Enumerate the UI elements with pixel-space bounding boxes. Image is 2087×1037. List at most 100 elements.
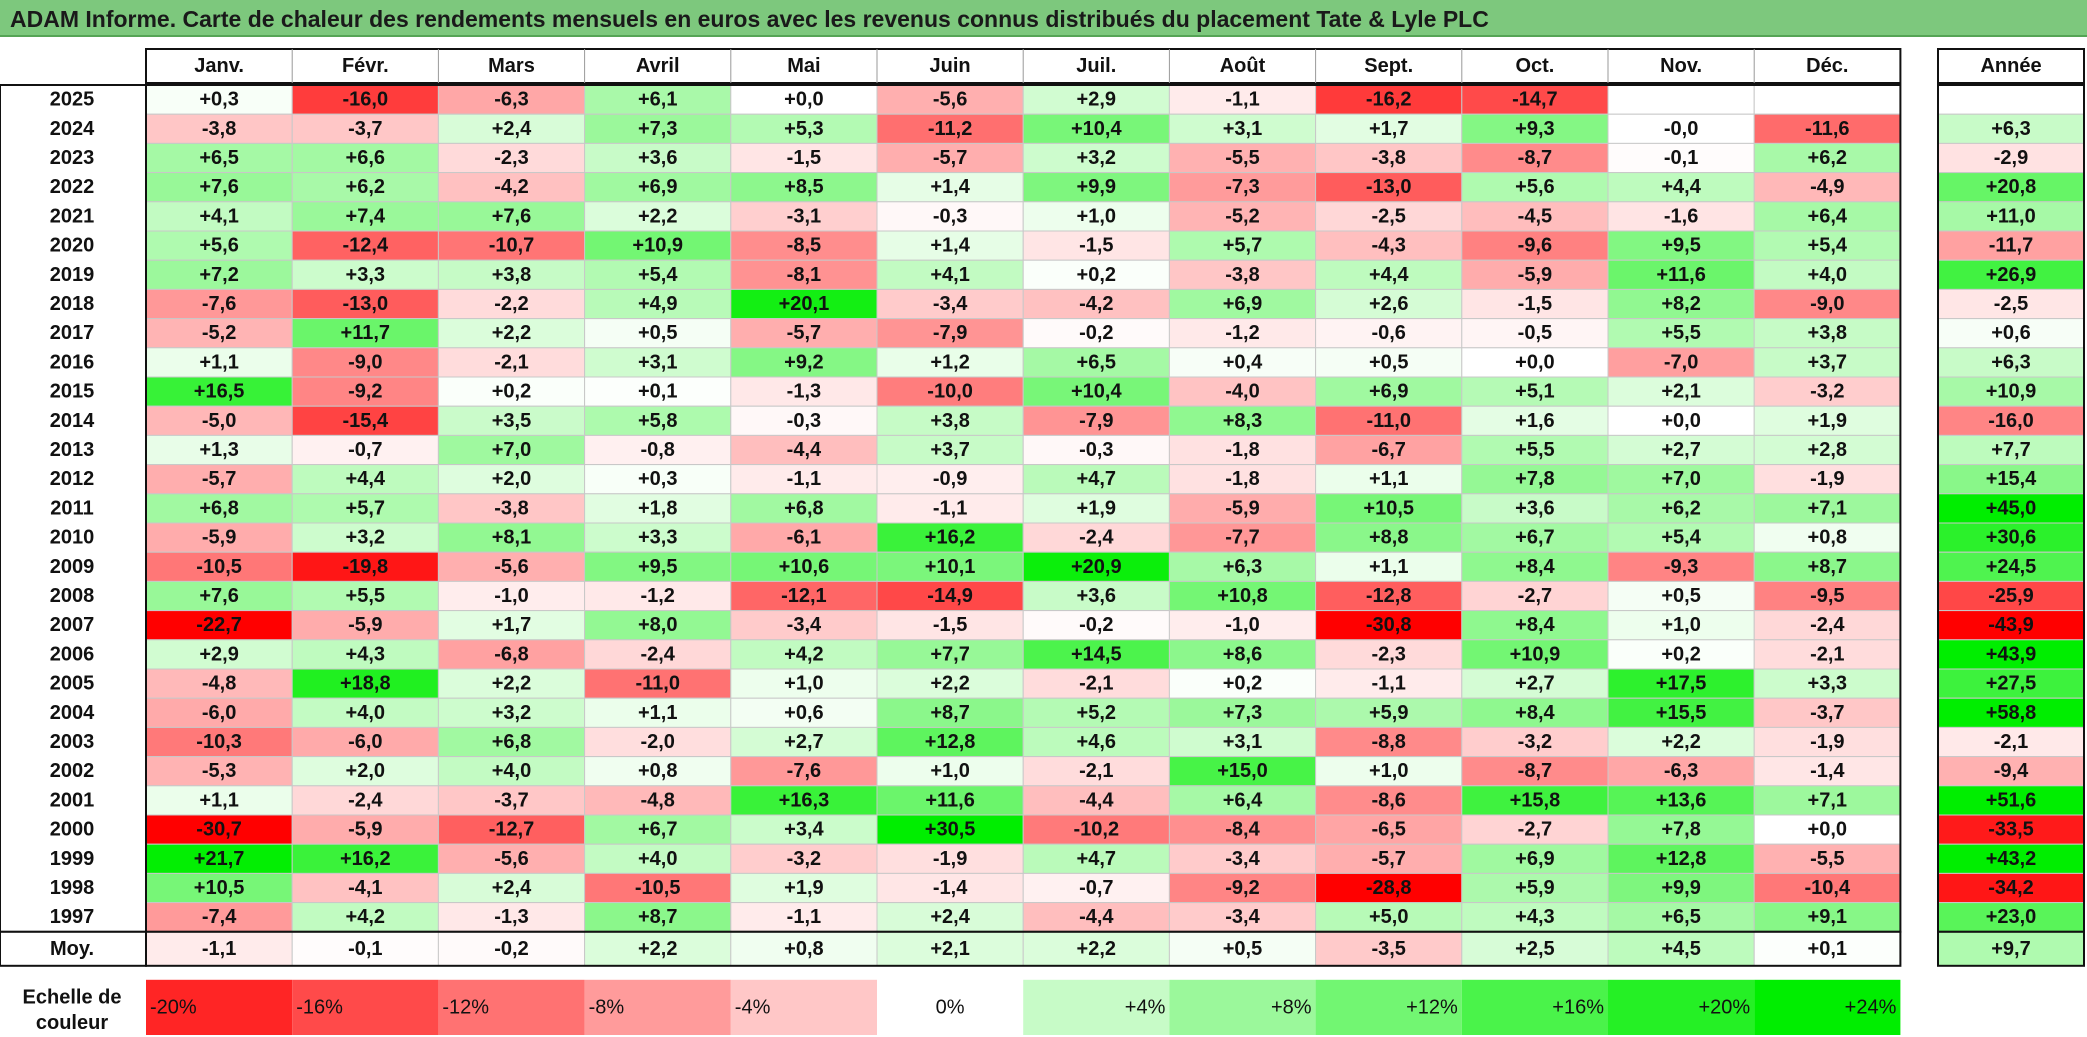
heatmap-cell (1753, 668, 1901, 699)
heatmap-cell (1315, 639, 1463, 670)
heatmap-cell (584, 172, 732, 203)
month-header: Déc. (1806, 55, 1848, 77)
annual-value: -2,9 (1994, 147, 2028, 169)
heatmap-cell (1315, 668, 1463, 699)
annual-value: +27,5 (1986, 673, 2037, 695)
cell-value: -3,4 (1225, 848, 1260, 870)
cell-value: +6,2 (1808, 147, 1847, 169)
cell-value: +9,2 (784, 351, 823, 373)
cell-value: +4,3 (346, 643, 385, 665)
cell-value: +7,6 (492, 205, 531, 227)
cell-value: +3,3 (1808, 673, 1847, 695)
cell-value: -1,5 (1079, 235, 1113, 257)
heatmap-cell (1022, 230, 1170, 261)
cell-value: +8,5 (784, 176, 823, 198)
year-label: 2020 (50, 235, 95, 257)
scale-swatch (146, 979, 293, 1035)
cell-value: +5,4 (638, 264, 678, 286)
cell-value: +0,8 (1808, 527, 1847, 549)
cell-value: -3,7 (348, 118, 382, 140)
cell-value: -2,4 (1079, 527, 1114, 549)
cell-value: +2,4 (930, 906, 970, 928)
heatmap-cell (730, 551, 878, 582)
cell-value: +7,0 (1661, 468, 1700, 490)
annual-header: Année (1980, 55, 2041, 77)
cell-value: -11,0 (635, 673, 679, 695)
cell-value: +0,5 (1661, 585, 1700, 607)
cell-value: +6,5 (199, 147, 238, 169)
heatmap-cell (1753, 347, 1901, 378)
cell-value: +3,5 (492, 410, 531, 432)
annual-value: -11,7 (1989, 235, 2033, 257)
heatmap-cell (1753, 318, 1901, 349)
cell-value: -1,4 (1810, 760, 1845, 782)
heatmap-cell (1607, 172, 1755, 203)
heatmap-cell (437, 551, 586, 582)
cell-value: -2,0 (640, 731, 674, 753)
cell-value: -1,4 (933, 877, 968, 899)
heatmap-cell (1168, 230, 1317, 261)
heatmap-cell (1461, 259, 1609, 290)
cell-value: +1,0 (784, 673, 823, 695)
cell-value: +9,5 (1661, 235, 1700, 257)
year-label: 2016 (50, 351, 95, 373)
cell-value: -7,9 (933, 322, 967, 344)
heatmap-cell (730, 318, 878, 349)
cell-value: +2,2 (930, 673, 969, 695)
cell-value: +10,8 (1217, 585, 1268, 607)
cell-value: +4,0 (492, 760, 531, 782)
heatmap-cell (584, 464, 732, 495)
cell-value: +1,6 (1515, 410, 1554, 432)
annual-value: +23,0 (1986, 906, 2037, 928)
cell-value: +4,4 (1661, 176, 1701, 198)
annual-cell (1937, 376, 2085, 407)
heatmap-cell (876, 639, 1024, 670)
cell-value: -6,8 (494, 643, 528, 665)
cell-value: -5,6 (494, 848, 528, 870)
cell-value: -2,1 (494, 351, 528, 373)
cell-value: +1,7 (492, 614, 531, 636)
heatmap-cell (1315, 872, 1463, 904)
cell-value: +7,3 (638, 118, 677, 140)
cell-value: -10,2 (1074, 819, 1120, 841)
cell-value: +5,5 (346, 585, 385, 607)
heatmap-cell (1753, 84, 1901, 115)
heatmap-cell (1315, 230, 1463, 261)
cell-value: +1,9 (1077, 497, 1116, 519)
cell-value: -6,3 (494, 89, 528, 111)
heatmap-cell (1168, 347, 1317, 378)
heatmap-cell (1607, 726, 1755, 758)
heatmap-cell (437, 668, 586, 699)
cell-value: +6,9 (1223, 293, 1262, 315)
cell-value: +1,4 (930, 176, 970, 198)
cell-value: -5,6 (933, 89, 967, 111)
cell-value: -2,4 (640, 643, 675, 665)
heatmap-cell (437, 347, 586, 378)
title-bar: ADAM Informe. Carte de chaleur des rende… (0, 0, 2087, 37)
heatmap-cell (1315, 464, 1463, 495)
cell-value: -9,6 (1518, 235, 1552, 257)
cell-value: -12,4 (343, 235, 389, 257)
heatmap-cell (876, 318, 1024, 349)
cell-value: +7,2 (199, 264, 238, 286)
cell-value: +2,0 (346, 760, 385, 782)
heatmap-cell (1753, 113, 1901, 144)
heatmap-cell (1461, 639, 1609, 670)
annual-cell (1937, 201, 2085, 232)
heatmap-cell (1607, 113, 1755, 144)
heatmap-cell (145, 172, 293, 203)
heatmap-cell (1168, 902, 1317, 933)
heatmap-cell (1607, 405, 1755, 436)
average-value: +4,5 (1661, 938, 1700, 960)
cell-value: +14,5 (1071, 643, 1122, 665)
cell-value: -1,8 (1225, 468, 1259, 490)
month-header: Nov. (1660, 55, 1702, 77)
cell-value: -1,1 (787, 906, 821, 928)
cell-value: +7,6 (199, 585, 238, 607)
cell-value: +8,2 (1661, 293, 1700, 315)
cell-value: -10,0 (927, 381, 973, 403)
cell-value: -2,5 (1371, 205, 1405, 227)
cell-value: -8,7 (1518, 147, 1552, 169)
cell-value: -5,2 (202, 322, 236, 344)
cell-value: +0,1 (638, 381, 677, 403)
